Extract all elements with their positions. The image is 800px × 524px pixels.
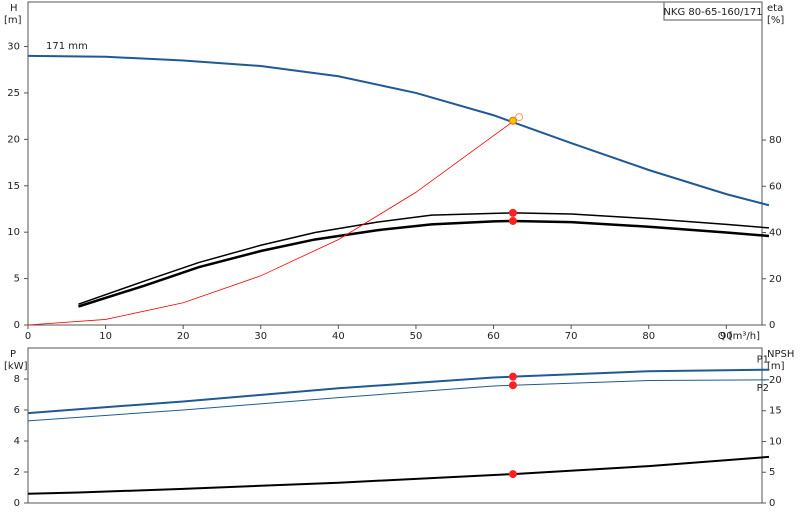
operating-point xyxy=(508,116,517,125)
y-tick-label: 10 xyxy=(7,227,20,238)
x-tick-label: 90 xyxy=(720,331,733,342)
x-tick-label: 10 xyxy=(99,331,112,342)
operating-point xyxy=(508,381,517,390)
y2-tick-label: 80 xyxy=(769,135,782,146)
y2-tick-label: 20 xyxy=(769,274,782,285)
y2-tick-label: 40 xyxy=(769,228,782,239)
x-axis-label: Q [m³/h] xyxy=(718,331,760,342)
title-box xyxy=(663,1,763,21)
y2-axis-label: eta xyxy=(767,3,783,14)
series-line xyxy=(78,219,770,308)
chart-title: NKG 80-65-160/171 xyxy=(663,7,762,18)
series-line xyxy=(27,455,770,495)
series-line xyxy=(27,368,769,415)
y2-tick-label: 0 xyxy=(769,498,775,509)
y-tick-label: 2 xyxy=(14,467,20,478)
y2-tick-label: 15 xyxy=(769,406,782,417)
y-tick-label: 6 xyxy=(14,405,20,416)
series-line xyxy=(27,116,520,326)
y2-axis-unit: [%] xyxy=(767,15,784,26)
y-tick-label: 5 xyxy=(14,274,20,285)
y-tick-label: 8 xyxy=(14,374,20,385)
operating-point xyxy=(508,208,517,217)
series-line xyxy=(27,54,770,207)
series-line xyxy=(78,212,770,305)
x-tick-label: 70 xyxy=(565,331,578,342)
y-axis-label: H xyxy=(10,3,18,14)
y-tick-label: 25 xyxy=(7,88,20,99)
operating-point xyxy=(508,216,517,225)
plot-frame xyxy=(27,1,763,326)
x-tick-label: 0 xyxy=(25,331,31,342)
x-tick-label: 30 xyxy=(254,331,267,342)
y-tick-label: 30 xyxy=(7,42,20,53)
series-label: 171 mm xyxy=(46,41,88,52)
y-axis-unit: [kW] xyxy=(4,361,28,372)
x-tick-label: 60 xyxy=(487,331,500,342)
y-tick-label: 0 xyxy=(14,498,20,509)
operating-point xyxy=(515,113,524,122)
y2-tick-label: 20 xyxy=(769,375,782,386)
x-tick-label: 80 xyxy=(642,331,655,342)
y2-tick-label: 10 xyxy=(769,436,782,447)
series-label: P2 xyxy=(757,383,769,394)
y-tick-label: 0 xyxy=(14,320,20,331)
y-axis-unit: [m] xyxy=(4,15,22,26)
series-label: P1 xyxy=(757,355,769,366)
x-tick-label: 40 xyxy=(332,331,345,342)
y2-tick-label: 5 xyxy=(769,467,775,478)
x-tick-label: 50 xyxy=(410,331,423,342)
y-tick-label: 20 xyxy=(7,134,20,145)
y-tick-label: 15 xyxy=(7,181,20,192)
y2-tick-label: 0 xyxy=(769,320,775,331)
operating-point xyxy=(508,470,517,479)
x-tick-label: 20 xyxy=(177,331,190,342)
y2-tick-label: 60 xyxy=(769,181,782,192)
operating-point xyxy=(508,372,517,381)
y2-axis-unit: [m] xyxy=(767,361,785,372)
y2-axis-label: NPSH xyxy=(767,349,794,360)
y-tick-label: 4 xyxy=(14,436,20,447)
plot-frame xyxy=(27,347,763,504)
series-line xyxy=(27,379,769,422)
y-axis-label: P xyxy=(10,349,16,360)
